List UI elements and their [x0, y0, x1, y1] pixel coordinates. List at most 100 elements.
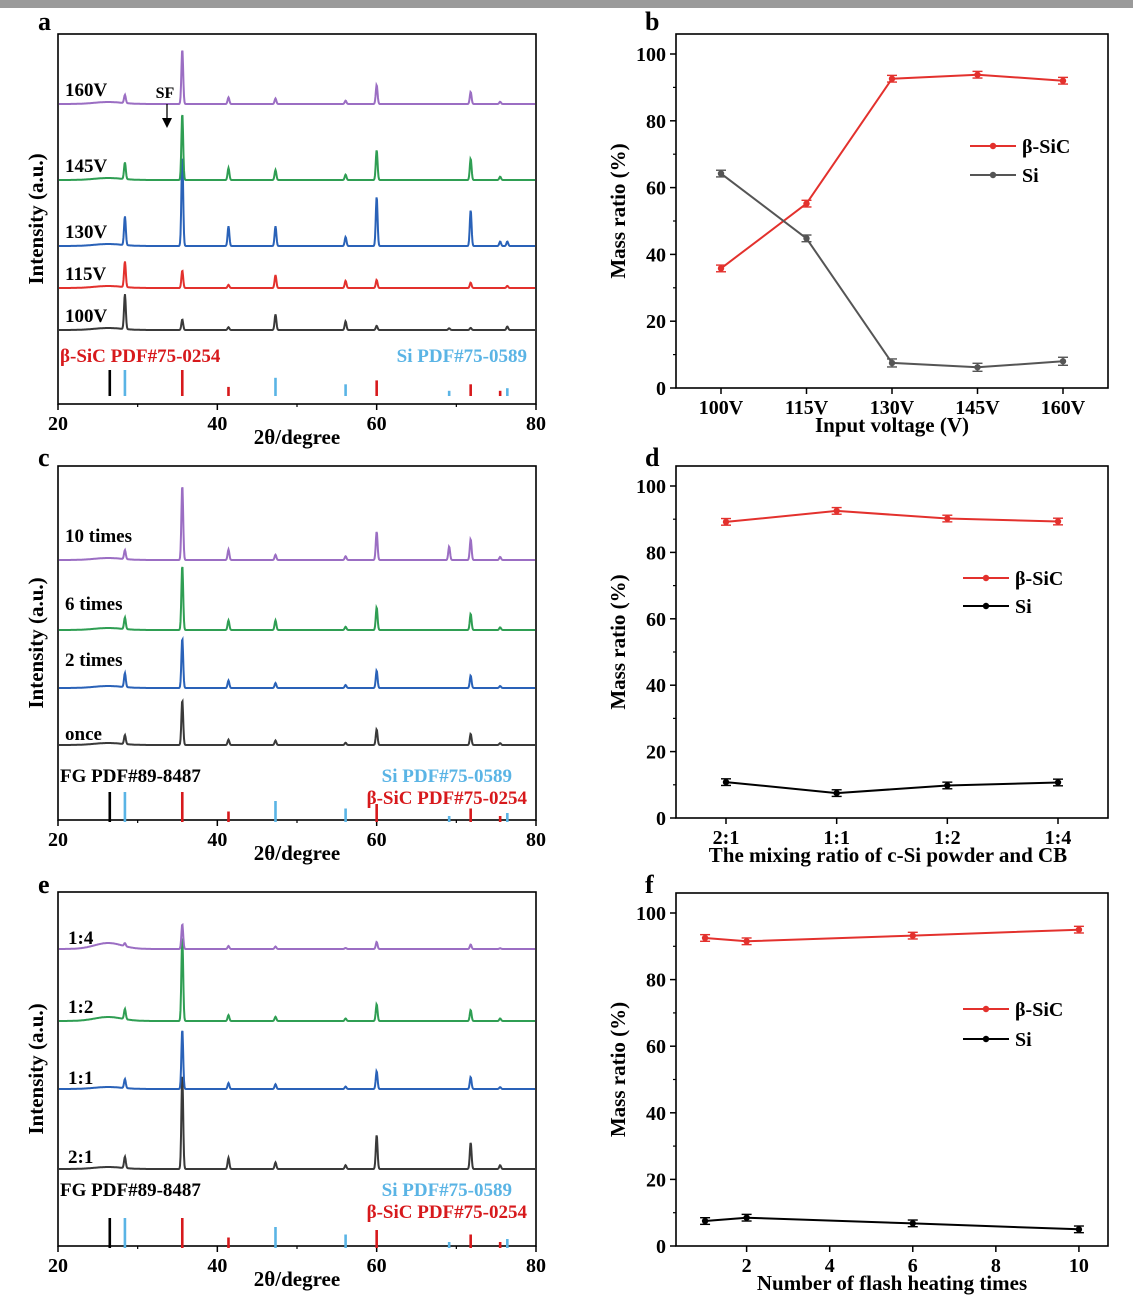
- panel-letter-b: b: [645, 7, 659, 36]
- xrd-pattern-c-2: [59, 566, 535, 631]
- x-axis-label-a: 2θ/degree: [254, 425, 340, 449]
- legend-marker-d-0: [982, 574, 990, 582]
- legend-marker-b-1: [989, 171, 997, 179]
- xrd-pattern-c-1: [59, 635, 535, 689]
- y-tick-label-f: 40: [646, 1103, 666, 1125]
- data-point-f-0-0: [701, 934, 709, 942]
- xrd-pattern-c-0: [59, 698, 535, 746]
- x-tick-label-f: 6: [908, 1255, 918, 1277]
- x-axis-label-e: 2θ/degree: [254, 1267, 340, 1291]
- plot-frame-b: [675, 33, 1109, 389]
- data-point-b-0-3: [974, 71, 981, 78]
- data-point-f-0-3: [1075, 926, 1083, 933]
- y-tick-label-f: 100: [636, 903, 666, 925]
- y-axis-label-f: Mass ratio (%): [606, 1002, 630, 1137]
- pattern-label-e-0: 2:1: [68, 1147, 93, 1168]
- legend-label-f-0: β-SiC: [1015, 999, 1063, 1021]
- y-tick-label-d: 100: [636, 476, 666, 498]
- x-tick-label-a: 60: [367, 413, 387, 435]
- pattern-label-a-2: 130V: [65, 222, 108, 243]
- x-tick-label-b: 160V: [1041, 397, 1086, 419]
- x-tick-label-e: 80: [526, 1255, 546, 1277]
- series-line-f-1: [705, 1216, 1079, 1231]
- reference-label-a-0: β-SiC PDF#75-0254: [60, 346, 221, 367]
- pattern-label-c-0: once: [65, 724, 102, 745]
- series-line-f-0: [705, 928, 1079, 943]
- reference-label-c-2: FG PDF#89-8487: [60, 766, 201, 787]
- reference-label-c-1: Si PDF#75-0589: [382, 766, 512, 787]
- y-tick-label-b: 60: [646, 178, 666, 200]
- y-tick-label-f: 0: [656, 1236, 666, 1258]
- x-tick-label-e: 20: [48, 1255, 68, 1277]
- plot-frame-f: [675, 892, 1109, 1247]
- pattern-label-e-1: 1:1: [68, 1068, 93, 1089]
- data-point-b-1-4: [1059, 358, 1067, 365]
- x-tick-label-b: 115V: [785, 397, 829, 419]
- legend-label-d-1: Si: [1015, 596, 1032, 618]
- y-tick-label-d: 20: [646, 742, 666, 764]
- y-axis-label-e: Intensity (a.u.): [24, 1003, 48, 1134]
- x-tick-label-d: 1:1: [823, 827, 850, 849]
- panel-letter-d: d: [645, 443, 660, 472]
- data-point-b-1-3: [974, 364, 981, 371]
- pattern-label-e-2: 1:2: [68, 997, 93, 1018]
- xrd-pattern-a-4: [59, 50, 535, 105]
- y-tick-label-d: 60: [646, 609, 666, 631]
- series-line-b-0: [720, 73, 1064, 270]
- pattern-label-a-0: 100V: [65, 306, 108, 327]
- x-tick-label-e: 40: [207, 1255, 227, 1277]
- x-axis-label-c: 2θ/degree: [254, 841, 340, 865]
- y-tick-label-f: 80: [646, 970, 666, 992]
- panel-letter-f: f: [645, 870, 654, 899]
- pattern-label-a-1: 115V: [65, 264, 106, 285]
- data-point-d-1-3: [1054, 779, 1062, 786]
- x-tick-label-f: 10: [1069, 1255, 1089, 1277]
- data-point-b-0-2: [888, 75, 896, 82]
- y-axis-label-a: Intensity (a.u.): [24, 153, 48, 284]
- legend-label-b-0: β-SiC: [1022, 136, 1070, 158]
- legend-label-f-1: Si: [1015, 1029, 1032, 1051]
- y-tick-label-b: 40: [646, 244, 666, 266]
- x-tick-label-a: 80: [526, 413, 546, 435]
- y-tick-label-b: 20: [646, 311, 666, 333]
- data-point-f-0-2: [909, 932, 916, 939]
- data-point-d-0-3: [1054, 518, 1062, 525]
- legend-marker-d-1: [982, 602, 990, 610]
- xrd-pattern-e-0: [59, 1076, 535, 1170]
- x-axis-label-b: Input voltage (V): [815, 413, 969, 437]
- x-tick-label-c: 60: [367, 829, 387, 851]
- x-tick-label-b: 145V: [955, 397, 1000, 419]
- data-point-d-1-0: [722, 778, 730, 786]
- reference-label-e-2: FG PDF#89-8487: [60, 1180, 201, 1201]
- reference-label-c-0: β-SiC PDF#75-0254: [367, 788, 528, 809]
- y-tick-label-b: 80: [646, 111, 666, 133]
- data-point-b-0-4: [1059, 77, 1067, 84]
- x-tick-label-c: 20: [48, 829, 68, 851]
- x-tick-label-f: 4: [825, 1255, 835, 1277]
- y-tick-label-d: 40: [646, 675, 666, 697]
- data-point-f-0-1: [743, 938, 750, 945]
- xrd-pattern-a-0: [59, 294, 535, 331]
- series-line-d-0: [725, 509, 1059, 523]
- y-axis-label-b: Mass ratio (%): [606, 143, 630, 278]
- panel-letter-c: c: [38, 443, 50, 472]
- series-line-b-1: [720, 172, 1064, 369]
- reference-label-e-1: Si PDF#75-0589: [382, 1180, 512, 1201]
- x-tick-label-d: 2:1: [713, 827, 740, 849]
- y-axis-label-c: Intensity (a.u.): [24, 577, 48, 708]
- y-tick-label-b: 0: [656, 378, 666, 400]
- x-tick-label-f: 2: [742, 1255, 752, 1277]
- xrd-pattern-e-3: [59, 922, 535, 950]
- xrd-pattern-a-2: [59, 158, 535, 247]
- legend-label-d-0: β-SiC: [1015, 568, 1063, 590]
- data-point-d-1-2: [944, 782, 951, 789]
- legend-marker-b-0: [989, 142, 997, 150]
- panel-letter-a: a: [38, 7, 51, 36]
- x-tick-label-d: 1:2: [934, 827, 961, 849]
- reference-label-e-0: β-SiC PDF#75-0254: [367, 1202, 528, 1223]
- x-axis-label-f: Number of flash heating times: [757, 1271, 1027, 1295]
- y-tick-label-f: 60: [646, 1036, 666, 1058]
- pattern-label-e-3: 1:4: [68, 928, 94, 949]
- x-tick-label-b: 100V: [699, 397, 744, 419]
